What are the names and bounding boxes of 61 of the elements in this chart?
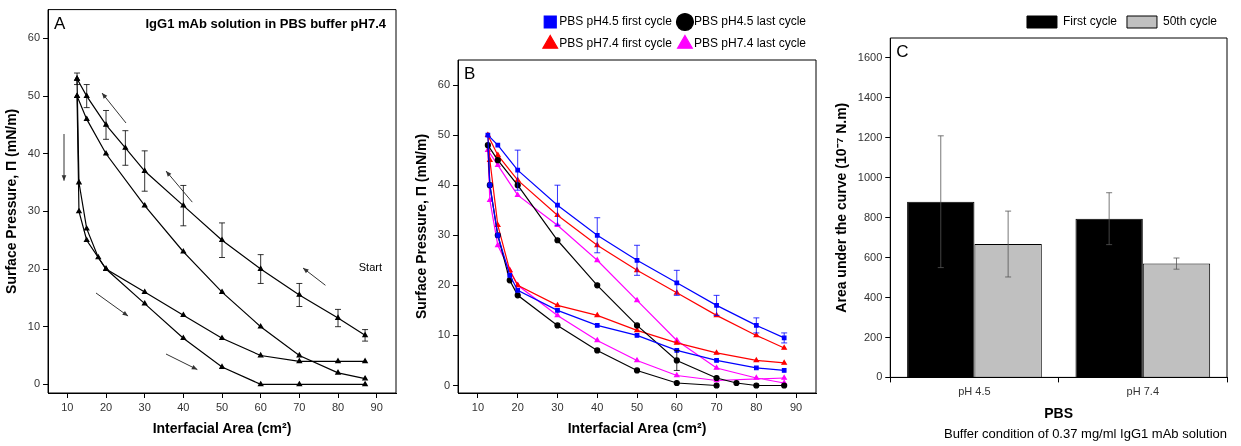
y-tick-label: 60	[437, 78, 451, 91]
x-axis-title: Interfacial Area (cm²)	[152, 420, 292, 437]
y-tick-label: 40	[437, 178, 451, 191]
y-tick-label: 10	[27, 319, 41, 332]
y-tick-label: 1000	[857, 170, 883, 183]
x-tick-label: 90	[789, 400, 803, 413]
y-tick-label: 600	[863, 250, 883, 263]
x-tick-label: 10	[471, 400, 485, 413]
x-tick-label: 10	[61, 400, 74, 413]
y-tick-label: 0	[876, 370, 883, 383]
y-tick-label: 0	[443, 378, 451, 391]
x-tick-label: 40	[177, 400, 190, 413]
annotation: A	[54, 13, 67, 33]
x-tick-label: 70	[293, 400, 306, 413]
x-axis-title: PBS	[1044, 404, 1074, 421]
legend-label: PBS pH4.5 last cycle	[693, 14, 807, 29]
y-tick-label: 40	[27, 146, 41, 159]
y-tick-label: 50	[27, 89, 41, 102]
text: IgG1 mAb solution in PBS buffer pH7.4	[145, 15, 387, 31]
x-tick-label: 60	[670, 400, 683, 413]
legend-label: PBS pH4.5 first cycle	[559, 14, 673, 29]
y-axis-title: Area under the curve (10⁻⁷ N.m)	[833, 102, 850, 313]
text: Buffer condition of 0.37 mg/ml IgG1 mAb solution	[943, 425, 1227, 441]
y-tick-label: 1600	[857, 51, 883, 63]
x-tick-label: pH 4.5	[958, 385, 991, 398]
legend-label: PBS pH7.4 last cycle	[693, 36, 807, 51]
x-tick-label: 80	[331, 400, 345, 413]
x-tick-label: 30	[551, 400, 564, 413]
y-tick-label: 1200	[857, 130, 883, 143]
x-tick-label: 30	[138, 400, 151, 413]
x-tick-label: 90	[370, 400, 383, 413]
annotation: Start	[358, 261, 382, 274]
x-axis-title: Interfacial Area (cm²)	[567, 420, 707, 437]
y-tick-label: 50	[437, 128, 451, 141]
y-axis-title: Surface Pressure, Π (mN/m)	[413, 133, 430, 320]
y-tick-label: 200	[863, 330, 883, 343]
annotation: B	[464, 64, 476, 84]
x-tick-label: 20	[99, 400, 113, 413]
y-tick-label: 800	[863, 210, 883, 223]
y-tick-label: 30	[437, 228, 451, 241]
y-tick-label: 20	[437, 278, 451, 291]
y-tick-label: 1400	[857, 90, 883, 103]
legend-label: PBS pH7.4 first cycle	[559, 36, 673, 51]
y-tick-label: 30	[27, 204, 41, 217]
x-tick-label: 80	[750, 400, 763, 413]
y-tick-label: 20	[27, 262, 41, 275]
y-tick-label: 0	[33, 377, 41, 390]
y-tick-label: 60	[27, 31, 41, 44]
legend-label: First cycle	[1062, 14, 1118, 29]
x-tick-label: 40	[591, 400, 604, 413]
x-tick-label: 70	[710, 400, 723, 413]
x-tick-label: pH 7.4	[1126, 385, 1160, 398]
y-tick-label: 400	[863, 290, 883, 303]
x-tick-label: 50	[215, 400, 229, 413]
x-tick-label: 20	[511, 400, 524, 413]
legend-label: 50th cycle	[1162, 14, 1218, 29]
y-axis-title: Surface Pressure, Π (mN/m)	[3, 108, 20, 294]
y-tick-label: 10	[437, 328, 451, 341]
annotation: C	[896, 42, 909, 62]
x-tick-label: 60	[254, 400, 267, 413]
x-tick-label: 50	[630, 400, 644, 413]
